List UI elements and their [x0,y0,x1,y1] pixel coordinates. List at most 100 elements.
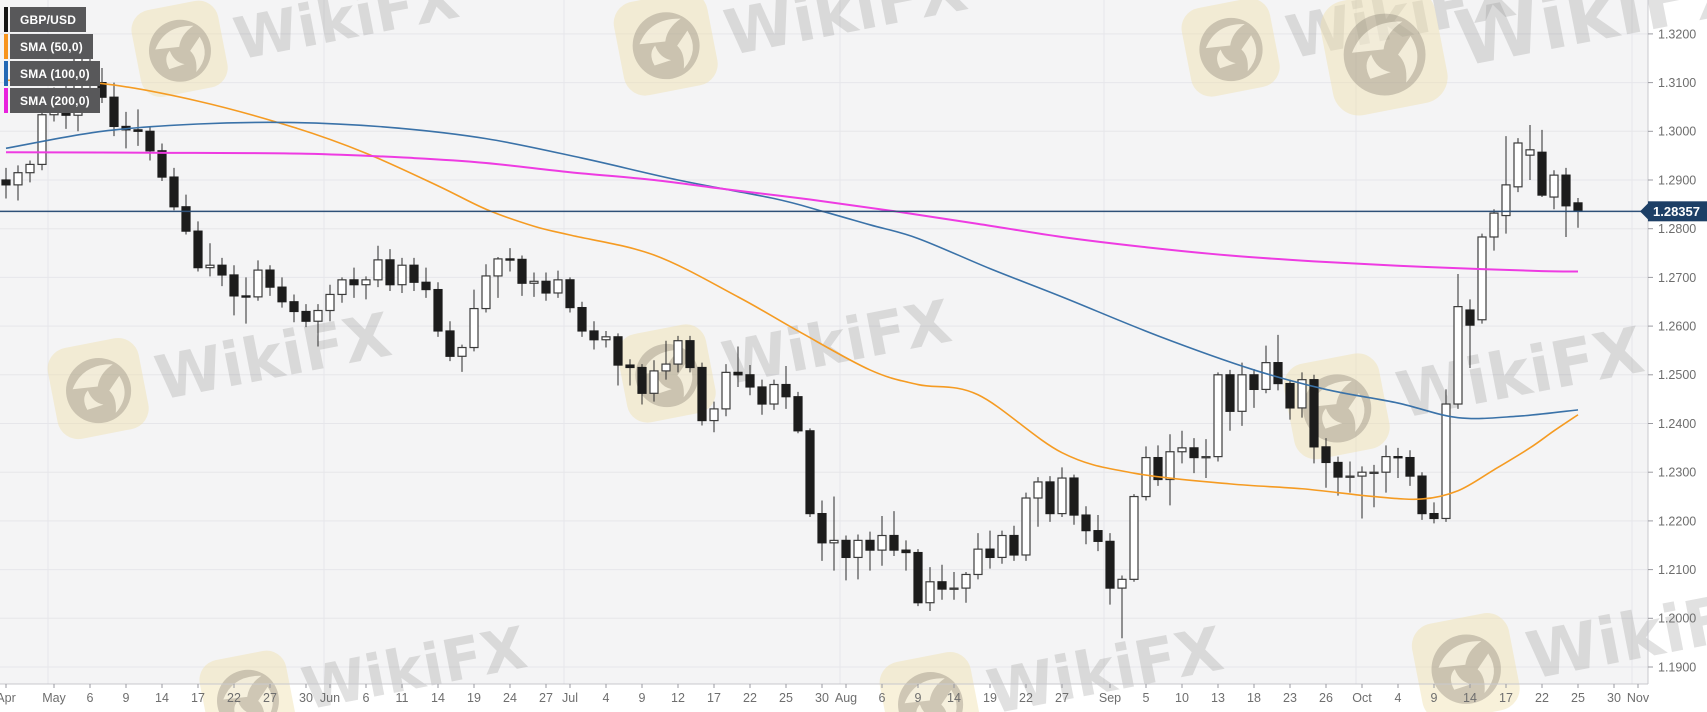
candle [1429,502,1439,524]
candle [1297,372,1307,418]
candle [817,500,827,561]
y-axis-tick-label: 1.2800 [1658,222,1696,236]
x-axis-tick-label: 26 [1319,691,1333,705]
candle [277,277,287,308]
wikifx-badge-icon [1181,0,1280,97]
x-axis-tick-label: 22 [227,691,241,705]
candle [1237,362,1247,426]
candle [337,277,347,303]
x-axis-tick-label: 25 [1571,691,1585,705]
candle [781,366,791,409]
y-axis-tick-label: 1.3200 [1658,27,1696,41]
candle [1273,334,1283,391]
candle [1141,446,1151,501]
candle [1153,445,1163,486]
candle [1417,472,1427,520]
candle [805,428,815,518]
x-axis-tick-label: 4 [1395,691,1402,705]
candle [1105,533,1115,605]
sma-line-50 [5,79,1579,501]
candle [913,549,923,607]
x-axis-tick-label: 4 [603,691,610,705]
y-axis-tick-label: 1.2100 [1658,563,1696,577]
legend-item-symbol[interactable]: GBP/USD [4,7,100,32]
x-axis-tick-label: 6 [363,691,370,705]
x-axis-tick-label: 22 [743,691,757,705]
candle [1513,138,1523,193]
candle [1537,129,1547,198]
last-price-value: 1.28357 [1653,204,1700,219]
x-axis-tick-label: 19 [983,691,997,705]
x-axis-tick-label: 10 [1175,691,1189,705]
legend-item-sma100[interactable]: SMA (100,0) [4,61,100,86]
x-axis-tick-label: 6 [87,691,94,705]
y-axis-tick-label: 1.2000 [1658,612,1696,626]
x-axis-tick-label: 9 [639,691,646,705]
candle [961,572,971,603]
eagle-logo-icon [1343,13,1426,96]
x-axis-tick-label: 27 [1055,691,1069,705]
candle [1081,506,1091,545]
sma50-label: SMA (50,0) [10,34,93,59]
wikifx-badge-icon [199,650,296,712]
candle [1117,575,1127,639]
candle [1177,430,1187,464]
candle [649,360,659,402]
candle [1069,474,1079,525]
candle [1333,456,1343,496]
candle [697,362,707,426]
sma200-color-bar [4,88,8,113]
candle [1045,476,1055,522]
legend-item-sma200[interactable]: SMA (200,0) [4,88,100,113]
candle [313,304,323,347]
candle [385,249,395,292]
candle [793,391,803,434]
candle [1441,389,1451,522]
indicator-legend: GBP/USD SMA (50,0) SMA (100,0) SMA (200,… [4,7,100,115]
candles [1,45,1583,639]
sma-line-100 [5,121,1579,420]
candle [1525,124,1535,180]
candle [757,379,767,415]
x-axis-tick-label: 14 [155,691,169,705]
candle [229,265,239,316]
candle [841,535,851,581]
y-axis-tick-label: 1.3000 [1658,125,1696,139]
x-axis-tick-label: 5 [1143,691,1150,705]
candle [1369,464,1379,508]
candle [1225,369,1235,431]
candle [709,401,719,433]
candle [661,340,671,380]
candle [325,284,335,322]
candle [1501,136,1511,234]
x-axis-tick-label: 30 [1607,691,1621,705]
y-axis[interactable]: 1.3200 1.3100 1.3000 1.2900 1.2800 1.2700 1.26… [1647,0,1696,684]
x-axis-tick-label: Jul [562,691,578,705]
candle [541,272,551,301]
y-axis-tick-label: 1.2600 [1658,319,1696,333]
x-axis-tick-label: 22 [1019,691,1033,705]
y-axis-tick-label: 1.2200 [1658,514,1696,528]
candle [1189,438,1199,474]
candle [877,516,887,566]
candle [301,304,311,328]
x-axis-tick-label: 9 [123,691,130,705]
candle [1249,368,1259,408]
candle [1393,447,1403,479]
x-axis-tick-label: 13 [1211,691,1225,705]
legend-item-sma50[interactable]: SMA (50,0) [4,34,100,59]
candle [181,194,191,235]
eagle-logo-icon [66,358,132,424]
candle [937,564,947,600]
wikifx-badge-icon [131,0,228,97]
candle [769,379,779,410]
x-axis-tick-label: 11 [396,691,409,705]
candle [217,257,227,287]
candle [421,267,431,298]
eagle-logo-icon [632,12,700,80]
x-axis[interactable]: Apr May 6 9 14 17 22 27 30 Jun 6 11 14 19 24 27 Jul 4 9 12 1… [0,683,1650,705]
eagle-logo-icon [216,669,279,712]
x-axis-tick-label: Jun [320,691,340,705]
